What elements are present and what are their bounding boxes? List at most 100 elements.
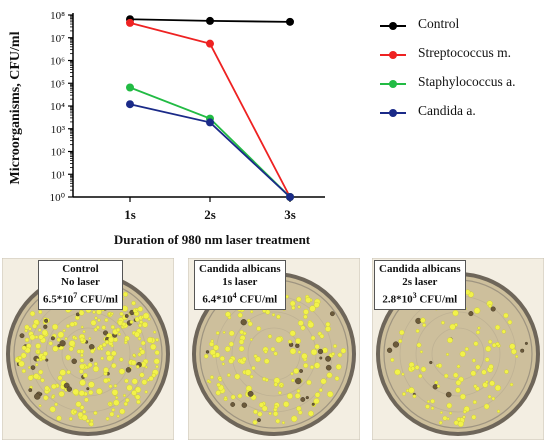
colony [219,355,225,362]
colony [75,401,82,408]
colony [96,309,102,315]
colony [434,380,439,385]
legend-label-candida: Candida a. [418,103,476,118]
colony [449,323,456,331]
colony [224,396,228,400]
colony [430,398,435,404]
colony [435,364,439,368]
petri-dish-image [188,258,360,440]
colony [410,366,416,371]
y-tick-label: 10² [51,147,66,159]
colony [52,345,59,352]
colony [495,341,500,346]
colony [485,345,492,352]
colony [48,341,53,346]
colony [408,387,415,394]
colony [102,342,107,348]
data-point-candida [206,118,214,127]
colony [477,326,481,330]
colony [296,389,301,393]
colony [420,366,427,373]
colony [457,420,464,427]
colony [305,297,312,304]
colony [106,355,113,362]
colony [205,350,210,354]
colony [240,319,247,326]
colony [311,402,315,406]
colony [230,394,236,400]
colony [88,381,95,388]
colony [215,390,221,396]
colony [139,349,146,355]
colony [38,369,44,375]
plate-label-line2: 2s laser [402,276,438,288]
colony [309,305,316,312]
colony [34,335,39,339]
colony [103,378,109,384]
colony [275,336,282,343]
colony [123,401,128,406]
colony [249,374,254,379]
colony [441,320,445,325]
colony [134,331,140,338]
colony [36,358,40,362]
colony [228,358,234,364]
colony [337,352,343,358]
colony [295,338,302,344]
colony [488,304,492,308]
colony [340,348,347,354]
colony [57,331,65,338]
colony [151,373,157,378]
colony [473,341,479,347]
colony [447,337,453,344]
colony [247,390,254,397]
colony [204,354,209,359]
colony [271,313,276,317]
colony [78,390,85,397]
colony [81,414,88,421]
colony [251,366,256,371]
colony [117,332,121,336]
colony [84,365,89,370]
colony [290,415,298,423]
colony [290,372,294,376]
colony [459,350,466,357]
colony [402,392,406,396]
colony [334,376,340,381]
colony [139,372,145,378]
colony [45,358,49,362]
colony [325,355,332,362]
colony [57,344,61,348]
colony [468,311,474,317]
colony [297,350,301,354]
colony [51,395,55,399]
colony [115,396,119,400]
colony [414,365,420,370]
colony [141,379,148,385]
colony [113,384,118,388]
colony [77,411,84,418]
colony [33,373,40,380]
colony [96,388,103,395]
colony [293,368,300,374]
colony [78,310,85,316]
colony [44,385,50,391]
colony [40,378,45,383]
colony [38,334,44,340]
colony [29,334,36,341]
colony [253,409,258,415]
colony [41,329,48,336]
colony [294,392,301,399]
colony [66,386,73,392]
legend-marker-control [380,20,406,32]
y-tick-label: 10³ [51,124,66,136]
colony [57,375,63,381]
colony [310,335,316,341]
colony [111,389,119,396]
x-tick-label: 3s [284,207,296,222]
colony [107,312,111,316]
colony [322,347,329,354]
colony [313,397,320,404]
colony [472,358,476,363]
colony [93,362,98,366]
